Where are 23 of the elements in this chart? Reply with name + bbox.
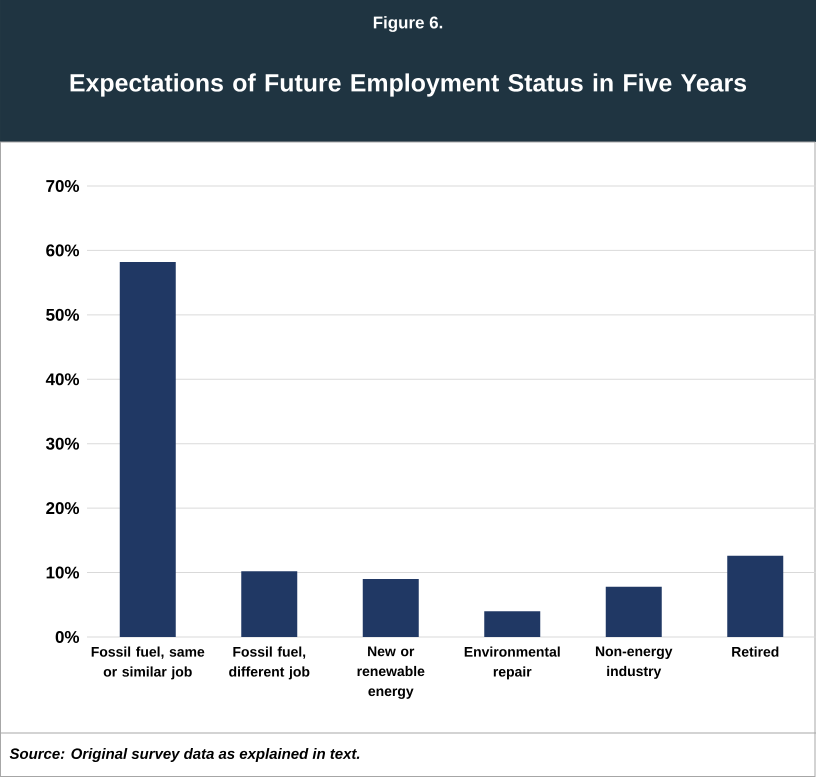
y-tick-label: 70%: [46, 180, 80, 192]
bar: [362, 579, 419, 637]
y-tick-label: 10%: [46, 566, 80, 579]
bar: [606, 586, 662, 637]
x-tick-label: Fossil fuel, different job: [229, 646, 310, 680]
x-tick-label: Non-energy industry: [596, 646, 672, 679]
x-tick-label: New or renewable energy: [358, 646, 424, 699]
bar: [727, 556, 784, 637]
y-tick-label: 50%: [46, 308, 80, 321]
y-tick-label: 30%: [46, 438, 80, 450]
y-tick-label: 0%: [56, 630, 80, 643]
chart-subtitle: Figure 6.: [374, 16, 442, 32]
x-tick-label: Retired: [732, 646, 778, 657]
y-tick-label: 20%: [46, 502, 80, 514]
text: Source: Original survey data as explained in text.: [10, 748, 360, 762]
bar: [120, 262, 176, 637]
x-tick-label: Environmental repair: [464, 646, 560, 680]
bar: [484, 611, 540, 637]
chart-title: Expectations of Future Employment Status in Five Years: [70, 73, 746, 97]
y-tick-label: 40%: [46, 373, 80, 386]
x-tick-label: Fossil fuel, same or similar job: [92, 646, 204, 680]
y-tick-label: 60%: [46, 244, 80, 256]
bar: [241, 571, 298, 637]
